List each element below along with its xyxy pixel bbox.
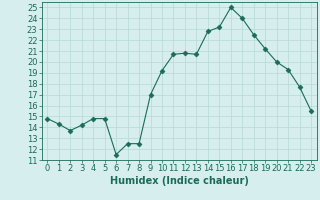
X-axis label: Humidex (Indice chaleur): Humidex (Indice chaleur) xyxy=(110,176,249,186)
